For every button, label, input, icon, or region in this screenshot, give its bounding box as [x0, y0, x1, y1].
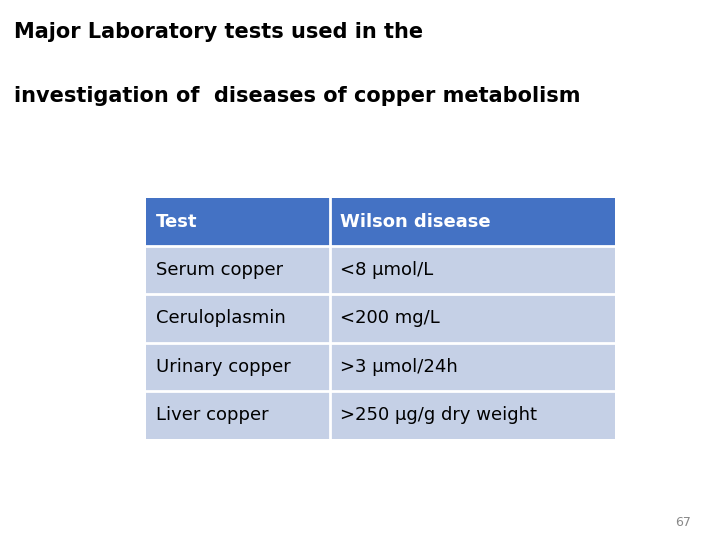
Text: Liver copper: Liver copper — [156, 406, 269, 424]
Bar — [145, 246, 615, 294]
Bar — [145, 391, 615, 439]
Text: >250 μg/g dry weight: >250 μg/g dry weight — [340, 406, 537, 424]
Text: Urinary copper: Urinary copper — [156, 357, 291, 376]
Text: Serum copper: Serum copper — [156, 261, 283, 279]
Bar — [145, 294, 615, 342]
Text: <8 μmol/L: <8 μmol/L — [340, 261, 433, 279]
Bar — [145, 342, 615, 391]
Text: Major Laboratory tests used in the: Major Laboratory tests used in the — [14, 22, 423, 42]
Text: Ceruloplasmin: Ceruloplasmin — [156, 309, 286, 327]
Text: Wilson disease: Wilson disease — [340, 213, 490, 231]
Text: >3 μmol/24h: >3 μmol/24h — [340, 357, 458, 376]
Bar — [145, 198, 615, 246]
Text: investigation of  diseases of copper metabolism: investigation of diseases of copper meta… — [14, 86, 581, 106]
Text: Test: Test — [156, 213, 197, 231]
Text: <200 mg/L: <200 mg/L — [340, 309, 440, 327]
Text: 67: 67 — [675, 516, 691, 529]
